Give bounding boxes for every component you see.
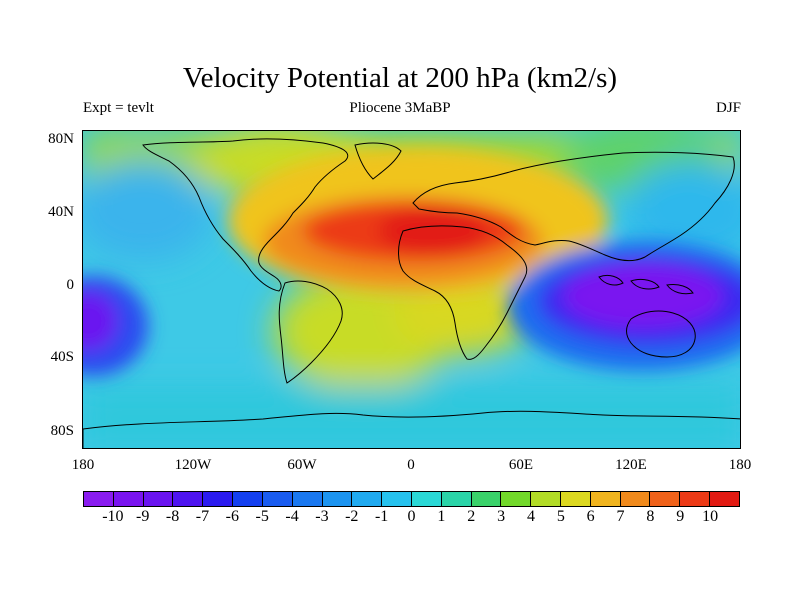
colorbar-box (292, 492, 323, 506)
colorbar-box (710, 492, 739, 506)
colorbar-box (471, 492, 502, 506)
colorbar-label: 9 (676, 508, 685, 525)
negative-anomaly-west-core (83, 291, 118, 351)
coastline-north-america (142, 138, 349, 292)
colorbar-label: 3 (497, 508, 506, 525)
field-nw-pacific (623, 161, 740, 261)
colorbar-label: -1 (374, 508, 389, 525)
colorbar-box (411, 492, 442, 506)
colorbar-label: -9 (136, 508, 150, 525)
colorbar-label: -7 (195, 508, 210, 525)
lon-label-60e: 60E (508, 457, 534, 473)
colorbar-label: -8 (165, 508, 180, 525)
colorbar-labels: -10 -9 -8 -7 -6 -5 -4 -3 -2 -1 0 1 2 3 4 5 6 7 8 9 10 (0, 508, 800, 532)
lat-label-0: 0 (66, 277, 75, 293)
colorbar-box (620, 492, 651, 506)
plot-title: Velocity Potential at 200 hPa (km2/s) (182, 62, 618, 94)
colorbar-box (680, 492, 711, 506)
colorbar-box (352, 492, 383, 506)
map-panel (82, 130, 741, 449)
coastline-africa (398, 225, 528, 360)
colorbar-box (650, 492, 681, 506)
field-ne-pacific (83, 161, 213, 261)
lon-label-0: 0 (407, 457, 415, 473)
contour-map (83, 131, 740, 448)
coastline-south-america (278, 280, 343, 384)
colorbar-label: -2 (345, 508, 359, 525)
negative-anomaly-core (563, 264, 723, 328)
lat-label-40n: 40N (48, 204, 74, 220)
colorbar-box (531, 492, 561, 506)
colorbar-box (382, 492, 412, 506)
colorbar-label: 2 (467, 508, 476, 525)
colorbar-label: 8 (646, 508, 655, 525)
colorbar-box (113, 492, 144, 506)
colorbar-box (590, 492, 621, 506)
lat-label-40s: 40S (50, 349, 74, 365)
period-label: Pliocene 3MaBP (349, 100, 451, 116)
colorbar-label: 5 (556, 508, 565, 525)
colorbar-label: 4 (526, 508, 535, 525)
colorbar-box (322, 492, 353, 506)
colorbar-box (203, 492, 234, 506)
colorbar-label: 6 (586, 508, 595, 525)
colorbar-box (84, 492, 114, 506)
colorbar-label: 10 (702, 508, 719, 525)
coastline-maritime-continent (598, 274, 694, 295)
lon-label-180e: 180 (728, 457, 752, 473)
experiment-label: Expt = tevlt (83, 100, 154, 116)
colorbar-box (441, 492, 472, 506)
coastline-greenland (354, 142, 402, 180)
colorbar-label: 1 (437, 508, 446, 525)
colorbar-label: -10 (102, 508, 124, 525)
coastlines (83, 138, 740, 448)
colorbar-label: -5 (255, 508, 269, 525)
lon-label-120e: 120E (615, 457, 647, 473)
coastline-eurasia (412, 151, 735, 262)
colorbar-box (262, 492, 293, 506)
colorbar-label: -4 (285, 508, 299, 525)
coastline-australia (626, 310, 696, 358)
colorbar-box (143, 492, 174, 506)
colorbar-label: -6 (225, 508, 239, 525)
colorbar-label: -3 (315, 508, 329, 525)
positive-anomaly-core (378, 207, 488, 255)
season-label: DJF (715, 100, 741, 116)
colorbar-box (501, 492, 532, 506)
colorbar (83, 491, 740, 507)
colorbar-box (233, 492, 263, 506)
lon-label-180w: 180 (71, 457, 95, 473)
coastline-antarctica (83, 410, 740, 448)
lon-label-120w: 120W (174, 457, 212, 473)
lon-label-60w: 60W (287, 457, 317, 473)
colorbar-label: 7 (616, 508, 625, 525)
lat-label-80s: 80S (50, 423, 74, 439)
lat-label-80n: 80N (48, 131, 74, 147)
colorbar-label: 0 (407, 508, 416, 525)
colorbar-box (561, 492, 591, 506)
colorbar-box (173, 492, 204, 506)
